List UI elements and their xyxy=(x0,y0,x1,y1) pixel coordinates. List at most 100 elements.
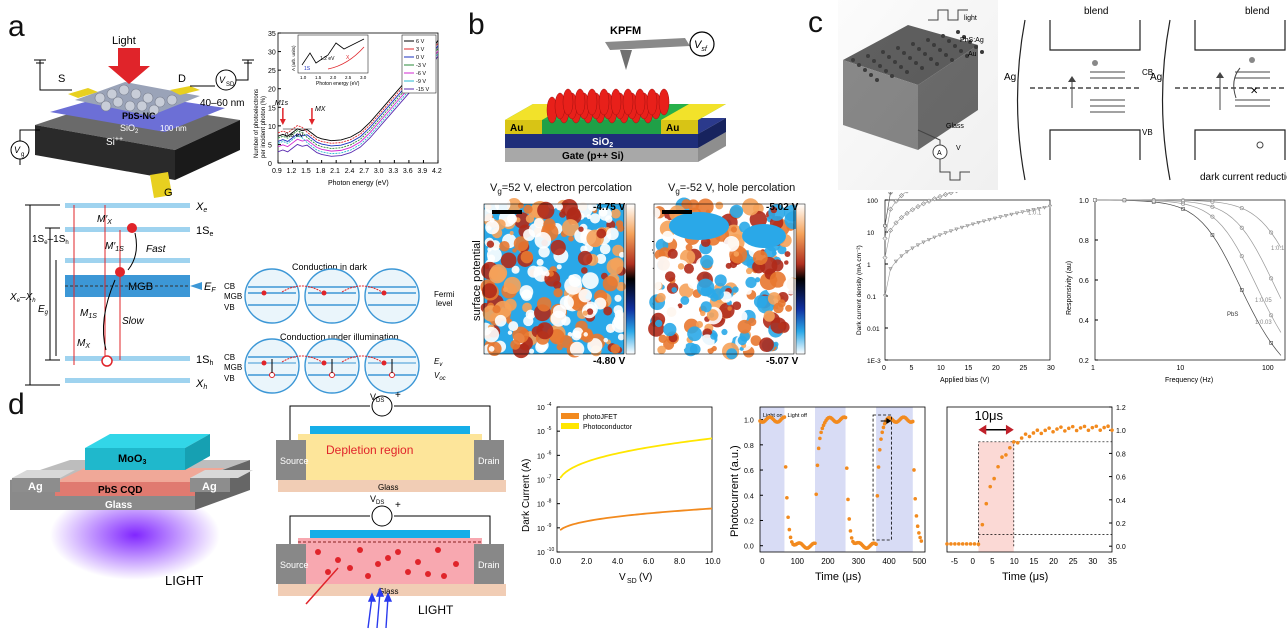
svg-text:10: 10 xyxy=(1010,557,1019,566)
m1s-label: M1S xyxy=(80,308,97,320)
panel-b-kpfm-device: Vsf KPFM Au Au SiO2 Gate (p++ Si) xyxy=(505,25,726,162)
map1-title: Vg=52 V, electron percolation xyxy=(490,182,632,197)
light-label: Light xyxy=(112,35,136,47)
svg-text:PbS:Ag: PbS:Ag xyxy=(960,37,984,44)
svg-text:CB: CB xyxy=(1142,68,1153,77)
svg-text:10: 10 xyxy=(537,478,545,485)
svg-text:30: 30 xyxy=(1088,557,1097,566)
inset-gap: 1.2 eV xyxy=(320,56,335,62)
svg-text:Photoconductor: Photoconductor xyxy=(583,424,633,431)
svg-text:MGB: MGB xyxy=(224,363,242,372)
panel-letter-a: a xyxy=(8,10,25,43)
panel-letter-c: c xyxy=(808,6,823,39)
svg-text:Fermi: Fermi xyxy=(434,290,455,299)
svg-text:Time (μs): Time (μs) xyxy=(1002,571,1048,583)
svg-text:Time (μs): Time (μs) xyxy=(815,571,861,583)
svg-text:Glass: Glass xyxy=(378,587,398,596)
svg-text:0.6: 0.6 xyxy=(1079,278,1089,285)
spectrum-ytick: 20 xyxy=(268,87,276,94)
svg-text:2.5: 2.5 xyxy=(345,75,352,80)
svg-text:0.6: 0.6 xyxy=(1116,475,1126,482)
dark-current-reduction: dark current reduction xyxy=(1200,172,1287,183)
slow-label: Slow xyxy=(122,316,144,327)
svg-text:-6: -6 xyxy=(547,450,552,456)
drain-label: D xyxy=(178,73,186,85)
svg-text:20: 20 xyxy=(1049,557,1058,566)
spectrum-series-1 xyxy=(277,42,439,144)
svg-text:10: 10 xyxy=(937,365,945,372)
svg-text:10: 10 xyxy=(867,230,875,237)
svg-text:Drain: Drain xyxy=(478,560,500,570)
svg-text:-5: -5 xyxy=(951,557,959,566)
1se-label: 1Se xyxy=(196,225,213,238)
panel-d-dark-current-chart: 0.0 2.0 4.0 6.0 8.0 10.010-1010-910-810-710-6… xyxy=(521,402,721,585)
spectrum-legend-item: 6 V xyxy=(416,39,425,45)
spectrum-xtick: 2.4 xyxy=(345,168,355,175)
svg-text:2.0: 2.0 xyxy=(581,557,593,566)
svg-text:8.0: 8.0 xyxy=(674,557,686,566)
svg-text:X: X xyxy=(346,55,350,61)
svg-text:10: 10 xyxy=(537,550,545,557)
spectrum-ytick: 15 xyxy=(268,105,276,112)
svg-text:blend: blend xyxy=(1245,6,1269,17)
panel-c-device: light PbS:Ag Au Glass A V xyxy=(838,0,998,190)
svg-text:MX: MX xyxy=(315,106,326,113)
svg-text:10: 10 xyxy=(537,405,545,412)
svg-text:Applied bias (V): Applied bias (V) xyxy=(940,377,989,384)
svg-text:0.8: 0.8 xyxy=(744,443,754,450)
spectrum-xtick: 2.1 xyxy=(330,168,340,175)
panel-letter-b: b xyxy=(468,8,485,41)
svg-text:A: A xyxy=(937,150,942,157)
pbs-cqd-label: PbS CQD xyxy=(98,485,142,496)
svg-text:0.0: 0.0 xyxy=(550,557,562,566)
svg-text:blend: blend xyxy=(1084,6,1108,17)
spectrum-xtick: 0.9 xyxy=(272,168,282,175)
svg-text:4.0: 4.0 xyxy=(612,557,624,566)
100nm-label: 100 nm xyxy=(160,124,187,133)
svg-text:Frequency (Hz): Frequency (Hz) xyxy=(1165,377,1213,384)
svg-text:Glass: Glass xyxy=(378,483,398,492)
svg-text:Source: Source xyxy=(280,456,309,466)
svg-text:1:0.1: 1:0.1 xyxy=(1271,246,1285,252)
spectrum-xtick: 3.6 xyxy=(403,168,413,175)
svg-text:0.4: 0.4 xyxy=(744,493,754,500)
svg-text:6.0: 6.0 xyxy=(643,557,655,566)
spectrum-series-5 xyxy=(277,53,439,155)
svg-text:5: 5 xyxy=(910,365,914,372)
svg-text:15: 15 xyxy=(1029,557,1038,566)
svg-text:Responsivity (au): Responsivity (au) xyxy=(1066,261,1073,315)
svg-text:1.0: 1.0 xyxy=(1116,428,1126,435)
spectrum-ytick: 0 xyxy=(268,161,272,168)
spectrum-xtick: 1.2 xyxy=(287,168,297,175)
1sh-label: 1Sh xyxy=(196,354,213,367)
svg-text:photoJFET: photoJFET xyxy=(583,414,618,421)
xe-label: Xe xyxy=(195,201,207,214)
panel-d-photocurrent-chart: 0 100 200 300 400 500 0.0 0.2 0.4 0.6 0.8 1.0 Time (… xyxy=(729,406,927,583)
map1-ylabel: surface potential xyxy=(471,240,483,321)
spectrum-ytick: 5 xyxy=(268,142,272,149)
zoom-annotation: 10μs xyxy=(975,408,1004,423)
svg-text:V: V xyxy=(14,145,21,155)
spectrum-xtick: 3.0 xyxy=(374,168,384,175)
svg-text:200: 200 xyxy=(821,557,835,566)
svg-text:1:0.05: 1:0.05 xyxy=(1255,298,1272,304)
svg-text:Drain: Drain xyxy=(478,456,500,466)
svg-text:VB: VB xyxy=(1142,128,1153,137)
map2-min: -5.07 V xyxy=(766,356,799,367)
svg-text:(V): (V) xyxy=(639,572,652,583)
svg-text:Gate (p++ Si): Gate (p++ Si) xyxy=(562,151,624,162)
svg-text:Ag: Ag xyxy=(1150,72,1162,83)
svg-text:SiO2: SiO2 xyxy=(592,137,613,149)
svg-text:Ag: Ag xyxy=(1004,72,1016,83)
svg-text:5: 5 xyxy=(990,557,995,566)
gap-label: 0.6 eV xyxy=(285,132,304,139)
svg-text:10: 10 xyxy=(537,526,545,533)
svg-text:0.6: 0.6 xyxy=(744,468,754,475)
svg-text:10: 10 xyxy=(537,502,545,509)
svg-text:10: 10 xyxy=(1177,365,1185,372)
svg-text:300: 300 xyxy=(852,557,866,566)
conduction-dark-title: Conduction in dark xyxy=(292,262,368,272)
svg-text:1.0: 1.0 xyxy=(1079,198,1089,205)
svg-text:10.0: 10.0 xyxy=(705,557,721,566)
svg-text:SD: SD xyxy=(226,82,235,88)
